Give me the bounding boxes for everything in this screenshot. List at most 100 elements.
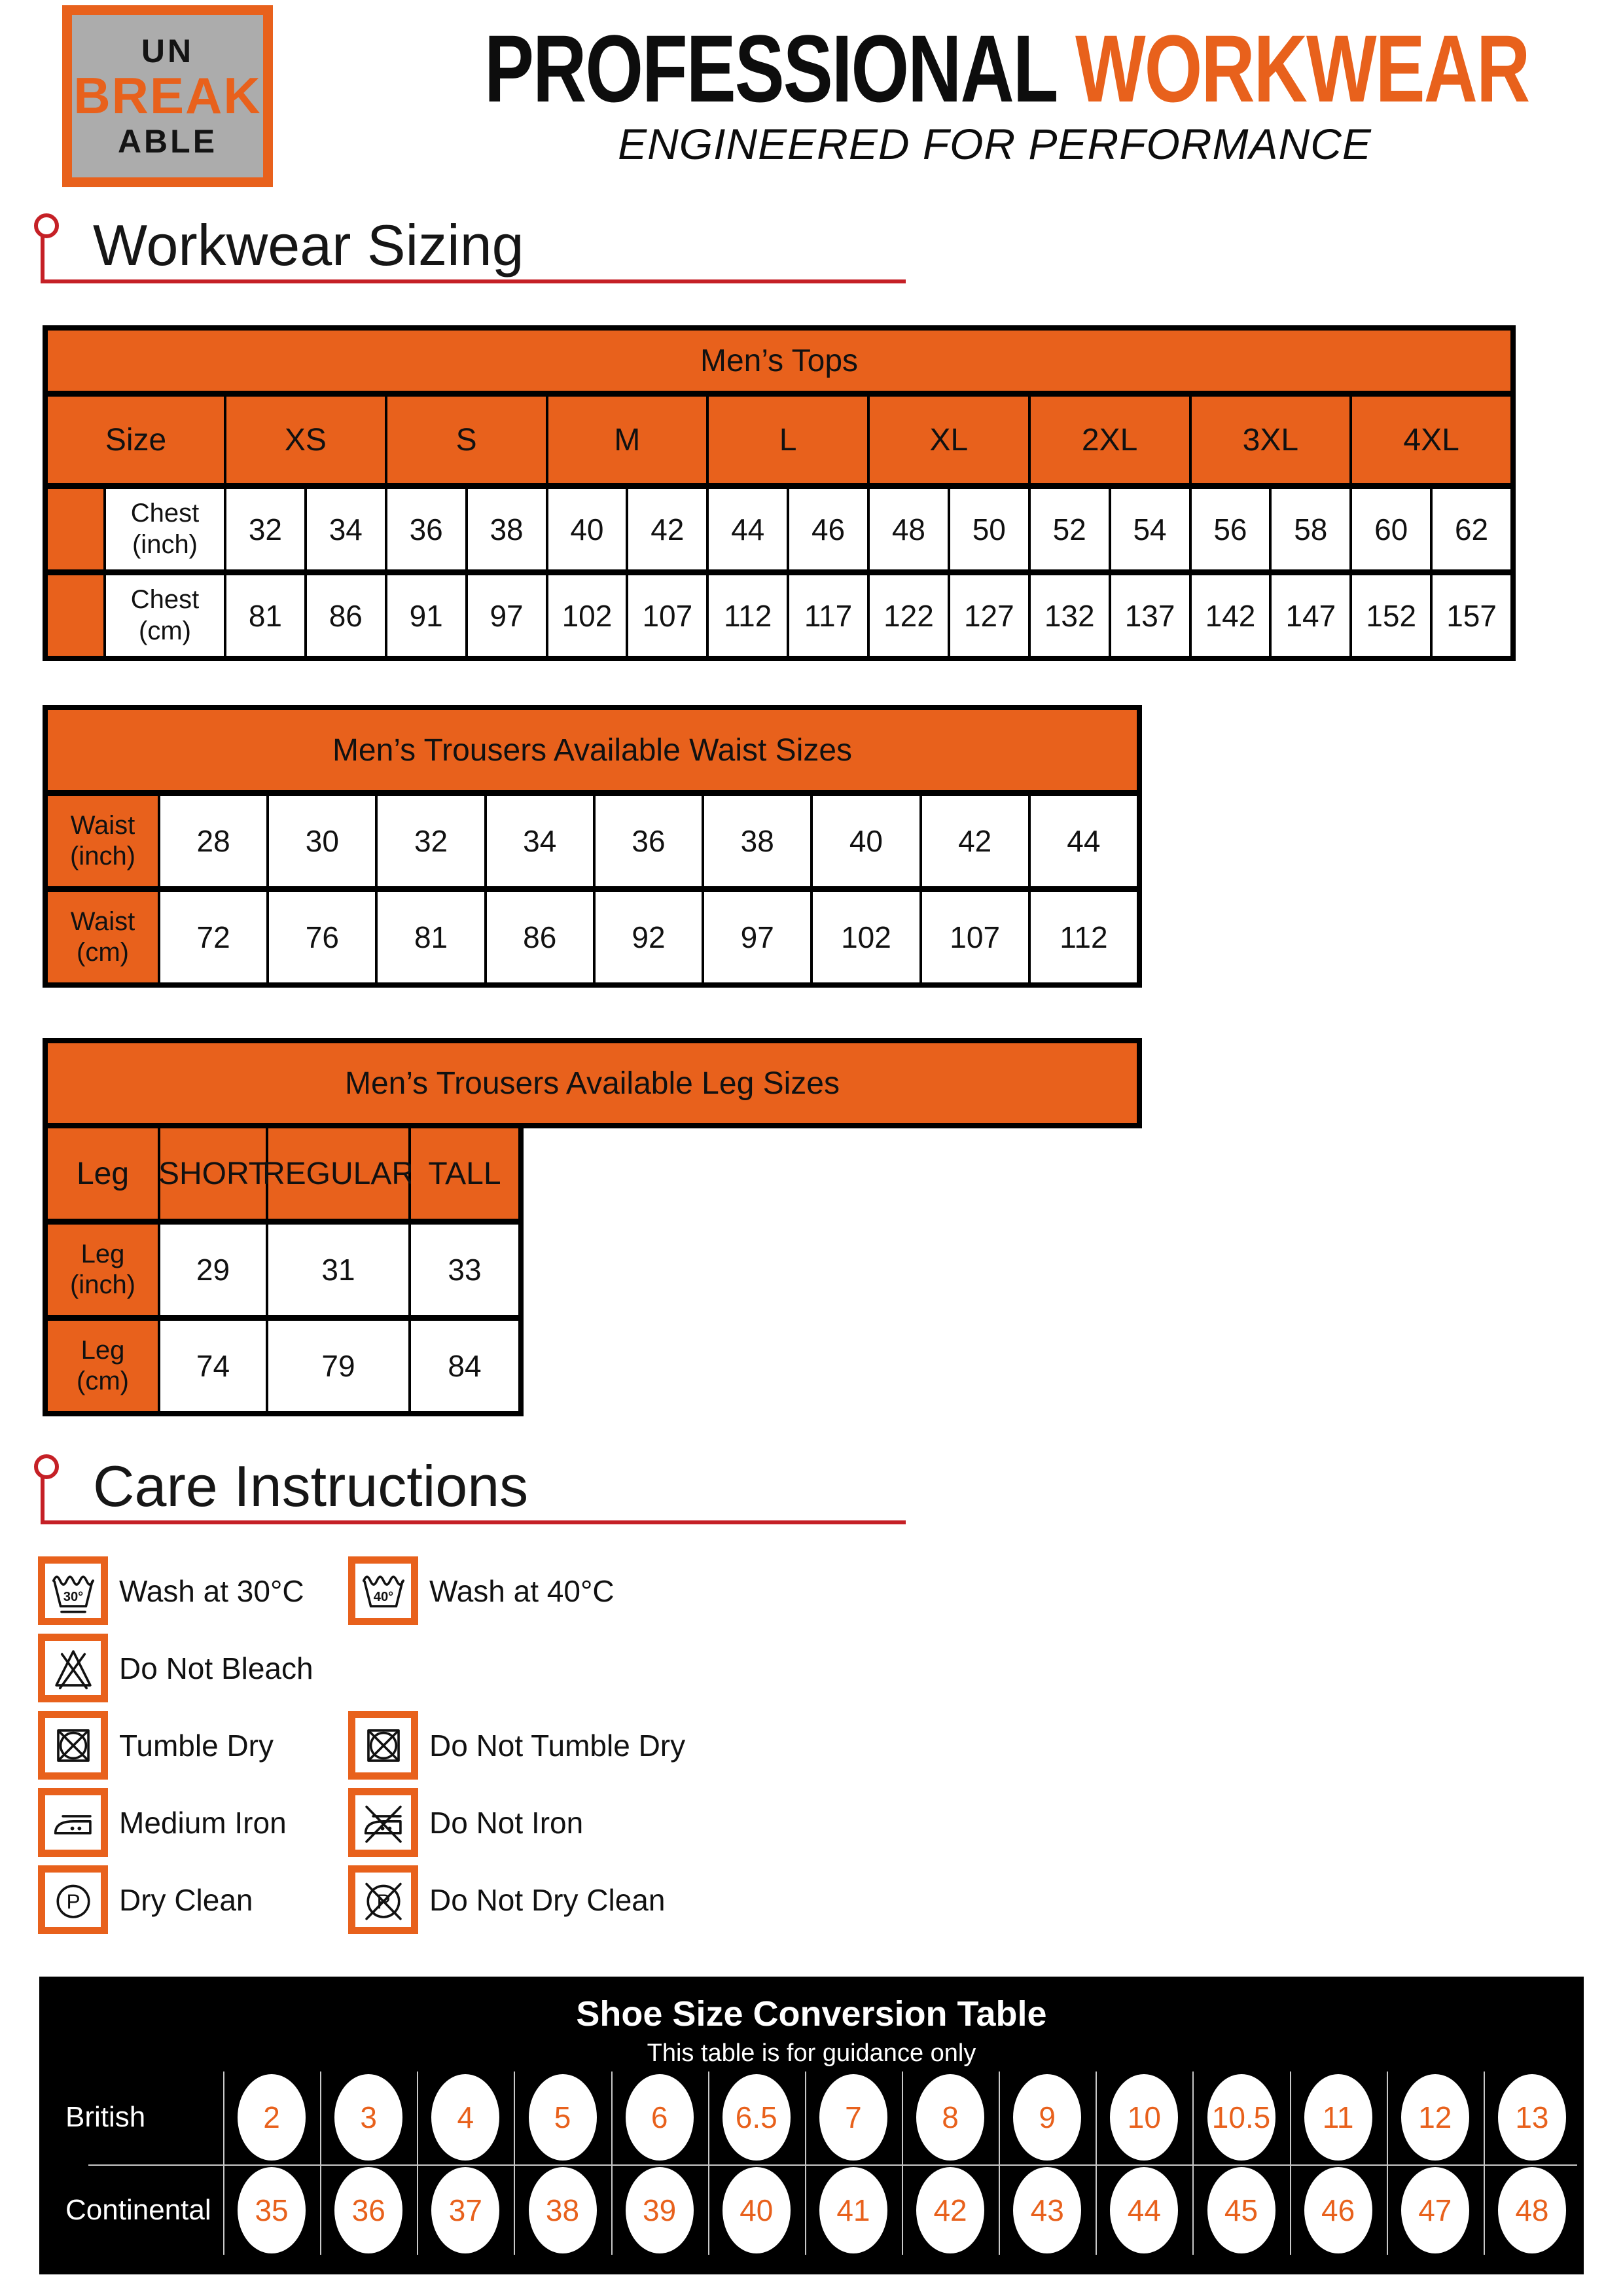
do-not-bleach-icon [54, 1649, 92, 1689]
tops-value-cell: 97 [467, 575, 546, 656]
shoe-row-divider [88, 2164, 1577, 2166]
tops-row-stub [48, 489, 103, 569]
tops-value-cell: 132 [1030, 575, 1109, 656]
waist-value-cell: 92 [595, 892, 702, 982]
shoe-column-divider [611, 2072, 613, 2255]
mens-tops-table: Men’s Tops Size XS S M L XL 2XL 3XL 4XL Chest (inc… [43, 325, 1516, 661]
leg-value-cell: 79 [268, 1321, 408, 1411]
logo-line-break: BREAK [73, 67, 262, 125]
shoe-size-circle: 5 [528, 2074, 597, 2161]
brand-subtitle: ENGINEERED FOR PERFORMANCE [618, 120, 1372, 168]
shoe-column-divider [1386, 2072, 1388, 2255]
tops-size-header: XS [226, 397, 385, 483]
care-label-right-4: Do Not Dry Clean [429, 1882, 666, 1917]
logo-line-able: ABLE [117, 122, 218, 160]
brand-title: PROFESSIONAL WORKWEAR [484, 14, 1530, 124]
shoe-size-circle: 9 [1013, 2074, 1082, 2161]
shoe-size-circle: 6 [625, 2074, 694, 2161]
shoe-column-divider [417, 2072, 419, 2255]
tumble-dry-icon [56, 1729, 90, 1762]
shoe-size-circle: 41 [819, 2167, 887, 2253]
sizing-heading-marker-icon [34, 213, 59, 238]
tops-value-cell: 107 [628, 575, 707, 656]
tops-value-cell: 117 [789, 575, 867, 656]
tops-value-cell: 32 [226, 489, 304, 569]
tops-value-cell: 147 [1272, 575, 1350, 656]
care-section-heading: Care Instructions [93, 1454, 529, 1518]
tops-value-cell: 52 [1030, 489, 1109, 569]
brand-title-orange: WORKWEAR [1075, 16, 1530, 123]
care-label-right-2: Do Not Tumble Dry [429, 1728, 686, 1763]
tops-value-cell: 50 [950, 489, 1028, 569]
tops-value-cell: 34 [306, 489, 385, 569]
tops-value-cell: 157 [1433, 575, 1510, 656]
waist-value-cell: 40 [813, 796, 919, 886]
tops-value-cell: 127 [950, 575, 1028, 656]
do-not-iron-icon [364, 1805, 402, 1843]
logo-inner-panel: UN BREAK ABLE [72, 15, 263, 177]
tops-value-cell: 42 [628, 489, 707, 569]
shoe-row-label-continental: Continental [65, 2194, 211, 2226]
tops-size-header: 4XL [1352, 397, 1510, 483]
waist-value-cell: 107 [921, 892, 1028, 982]
care-label-left-0: Wash at 30°C [119, 1573, 304, 1608]
wash-40-icon: 40° [362, 1575, 404, 1607]
waist-value-cell: 72 [160, 892, 267, 982]
sizing-heading-underline [41, 279, 906, 283]
waist-value-cell: 112 [1030, 892, 1137, 982]
tops-value-cell: 152 [1352, 575, 1431, 656]
mens-trousers-leg-table: Leg SHORT REGULAR TALL Leg (inch) 29 31 33 Leg (… [43, 1123, 524, 1416]
shoe-size-circle: 39 [625, 2167, 694, 2253]
shoe-size-circle: 45 [1207, 2167, 1275, 2253]
waist-value-cell: 86 [486, 892, 593, 982]
wash-30-icon: 30° [52, 1575, 94, 1613]
care-box-dry-clean-icon: P [38, 1865, 108, 1934]
shoe-size-circle: 4 [431, 2074, 500, 2161]
care-heading-marker-icon [34, 1454, 59, 1479]
svg-text:40°: 40° [373, 1590, 393, 1604]
leg-row-label: Leg (cm) [48, 1321, 158, 1411]
tops-value-cell: 62 [1433, 489, 1510, 569]
shoe-size-circle: 36 [334, 2167, 403, 2253]
care-label-left-4: Dry Clean [119, 1882, 253, 1917]
svg-text:P: P [66, 1889, 80, 1912]
waist-value-cell: 102 [813, 892, 919, 982]
waist-value-cell: 42 [921, 796, 1028, 886]
shoe-column-divider [1096, 2072, 1097, 2255]
care-label-left-1: Do Not Bleach [119, 1651, 313, 1685]
shoe-table-subtitle: This table is for guidance only [647, 2039, 976, 2067]
tops-value-cell: 38 [467, 489, 546, 569]
tops-row-label: Chest (inch) [106, 489, 224, 569]
unbreakable-logo: UN BREAK ABLE [62, 5, 273, 187]
leg-value-cell: 33 [411, 1225, 518, 1315]
shoe-size-circle: 42 [916, 2167, 985, 2253]
waist-value-cell: 97 [704, 892, 811, 982]
tops-size-header: M [548, 397, 707, 483]
leg-column-header: Leg [48, 1128, 158, 1219]
waist-value-cell: 32 [378, 796, 484, 886]
shoe-size-circle: 10.5 [1207, 2074, 1275, 2161]
waist-row-label: Waist (inch) [48, 796, 158, 886]
leg-column-header: TALL [411, 1128, 518, 1219]
tops-value-cell: 58 [1272, 489, 1350, 569]
do-not-tumble-dry-icon [366, 1729, 400, 1762]
tops-value-cell: 91 [387, 575, 465, 656]
tops-value-cell: 54 [1111, 489, 1189, 569]
care-heading-vline [41, 1477, 45, 1522]
waist-value-cell: 28 [160, 796, 267, 886]
shoe-column-divider [1483, 2072, 1485, 2255]
tops-value-cell: 40 [548, 489, 626, 569]
shoe-column-divider [320, 2072, 322, 2255]
care-label-right-3: Do Not Iron [429, 1805, 584, 1840]
tops-value-cell: 142 [1191, 575, 1270, 656]
shoe-size-circle: 8 [916, 2074, 985, 2161]
tops-size-header: 3XL [1191, 397, 1350, 483]
waist-value-cell: 76 [269, 892, 376, 982]
tops-size-header: XL [870, 397, 1028, 483]
shoe-column-divider [902, 2072, 903, 2255]
waist-value-cell: 34 [486, 796, 593, 886]
tops-value-cell: 112 [709, 575, 787, 656]
leg-value-cell: 74 [160, 1321, 266, 1411]
shoe-size-circle: 6.5 [722, 2074, 791, 2161]
